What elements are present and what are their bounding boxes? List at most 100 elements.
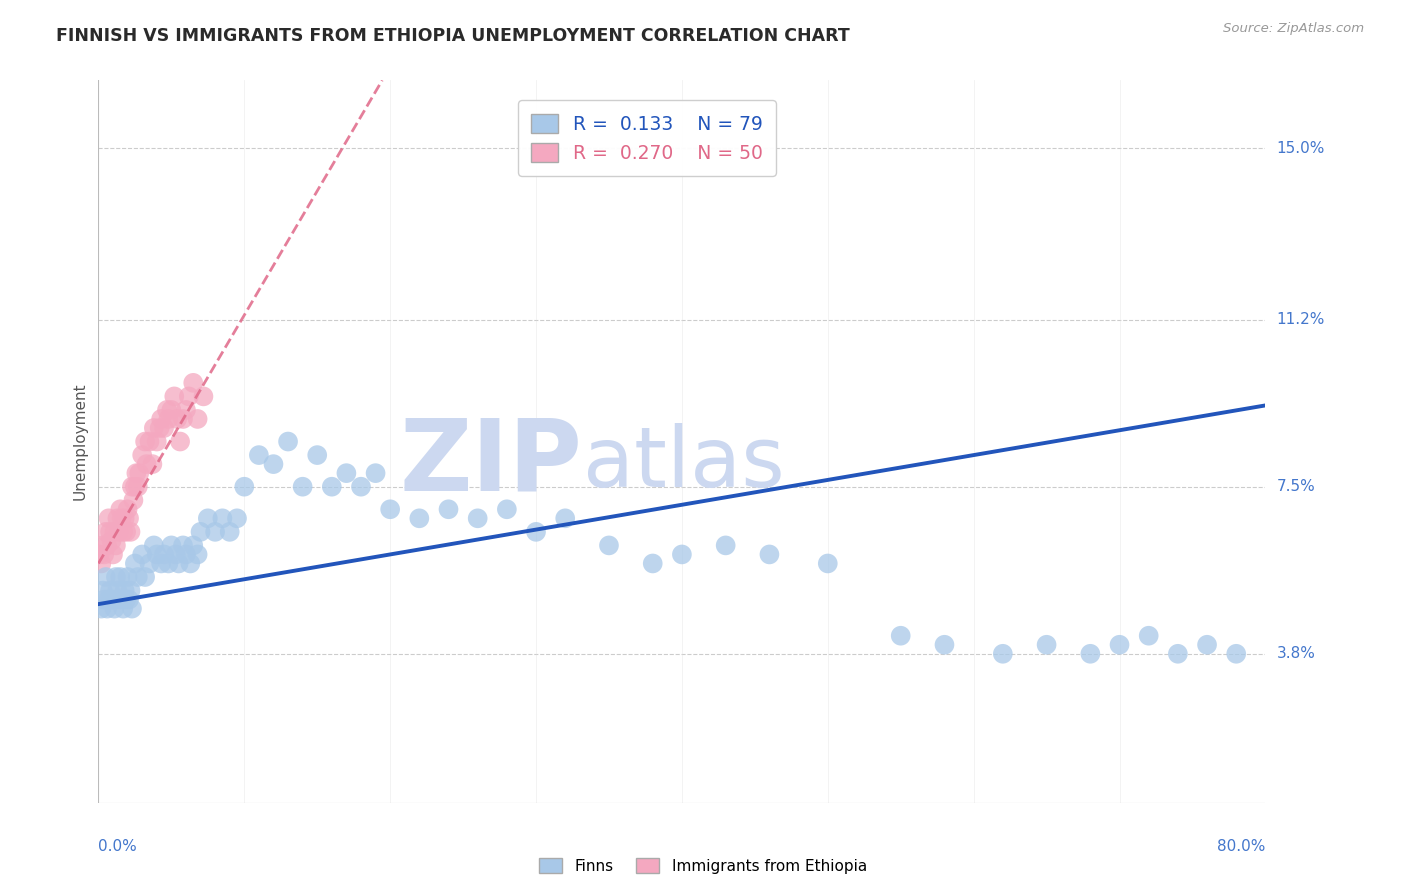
Point (181, 376, 204, 390)
Text: 0.0%: 0.0% (98, 838, 138, 854)
Point (187, 548, 209, 562)
Point (91, 583, 114, 598)
Point (167, 557, 190, 571)
Point (1108, 638, 1130, 652)
Point (111, 592, 134, 607)
Point (218, 524, 240, 539)
Text: 7.5%: 7.5% (1277, 479, 1315, 494)
Point (157, 557, 180, 571)
Point (121, 601, 143, 615)
Text: FINNISH VS IMMIGRANTS FROM ETHIOPIA UNEMPLOYMENT CORRELATION CHART: FINNISH VS IMMIGRANTS FROM ETHIOPIA UNEM… (56, 27, 851, 45)
Point (160, 538, 183, 552)
Point (138, 434, 160, 449)
Point (1035, 638, 1057, 652)
Point (1080, 647, 1102, 661)
Point (112, 601, 135, 615)
Point (758, 548, 780, 562)
Point (138, 557, 160, 571)
Point (714, 538, 737, 552)
Point (174, 548, 197, 562)
Point (127, 480, 149, 494)
Point (127, 570, 149, 584)
Point (598, 538, 620, 552)
Point (247, 448, 270, 462)
Point (100, 533, 122, 548)
Point (890, 629, 912, 643)
Point (817, 557, 839, 571)
Point (103, 524, 125, 539)
Point (934, 638, 956, 652)
Point (91, 538, 114, 552)
Point (101, 548, 124, 562)
Point (142, 538, 165, 552)
Point (172, 412, 194, 426)
Point (97, 592, 120, 607)
Point (153, 548, 176, 562)
Point (364, 466, 387, 480)
Point (1195, 638, 1218, 652)
Point (93, 548, 115, 562)
Point (96, 538, 118, 552)
Text: Source: ZipAtlas.com: Source: ZipAtlas.com (1223, 22, 1364, 36)
Point (120, 524, 142, 539)
Point (1225, 647, 1247, 661)
Point (181, 538, 204, 552)
Point (150, 557, 173, 571)
Point (190, 524, 212, 539)
Point (160, 403, 183, 417)
Point (991, 647, 1014, 661)
Y-axis label: Unemployment: Unemployment (72, 383, 87, 500)
Point (105, 583, 128, 598)
Point (111, 511, 134, 525)
Point (193, 389, 215, 403)
Point (321, 480, 343, 494)
Point (89, 548, 111, 562)
Text: 15.0%: 15.0% (1277, 141, 1324, 155)
Point (98, 583, 121, 598)
Point (121, 480, 143, 494)
Point (496, 502, 519, 516)
Text: 80.0%: 80.0% (1218, 838, 1265, 854)
Point (104, 538, 127, 552)
Point (128, 466, 150, 480)
Point (335, 466, 357, 480)
Point (146, 434, 169, 449)
Legend: Finns, Immigrants from Ethiopia: Finns, Immigrants from Ethiopia (533, 852, 873, 880)
Point (131, 448, 153, 462)
Point (112, 524, 135, 539)
Point (177, 389, 200, 403)
Point (156, 403, 179, 417)
Point (437, 502, 460, 516)
Point (94, 524, 117, 539)
Point (165, 548, 187, 562)
Point (135, 457, 157, 471)
Point (187, 412, 209, 426)
Point (134, 434, 156, 449)
Point (115, 592, 138, 607)
Point (134, 570, 156, 584)
Point (118, 511, 141, 525)
Point (98, 524, 121, 539)
Point (226, 511, 249, 525)
Point (380, 502, 402, 516)
Point (204, 524, 226, 539)
Point (90, 557, 112, 571)
Point (114, 583, 136, 598)
Point (307, 448, 329, 462)
Point (211, 511, 233, 525)
Point (124, 480, 146, 494)
Point (169, 434, 191, 449)
Point (100, 592, 122, 607)
Point (467, 511, 489, 525)
Point (233, 480, 256, 494)
Point (117, 570, 139, 584)
Point (166, 412, 188, 426)
Point (104, 570, 127, 584)
Point (90, 601, 112, 615)
Point (554, 511, 576, 525)
Point (125, 466, 148, 480)
Point (179, 557, 201, 571)
Point (94, 570, 117, 584)
Point (120, 583, 142, 598)
Point (350, 480, 373, 494)
